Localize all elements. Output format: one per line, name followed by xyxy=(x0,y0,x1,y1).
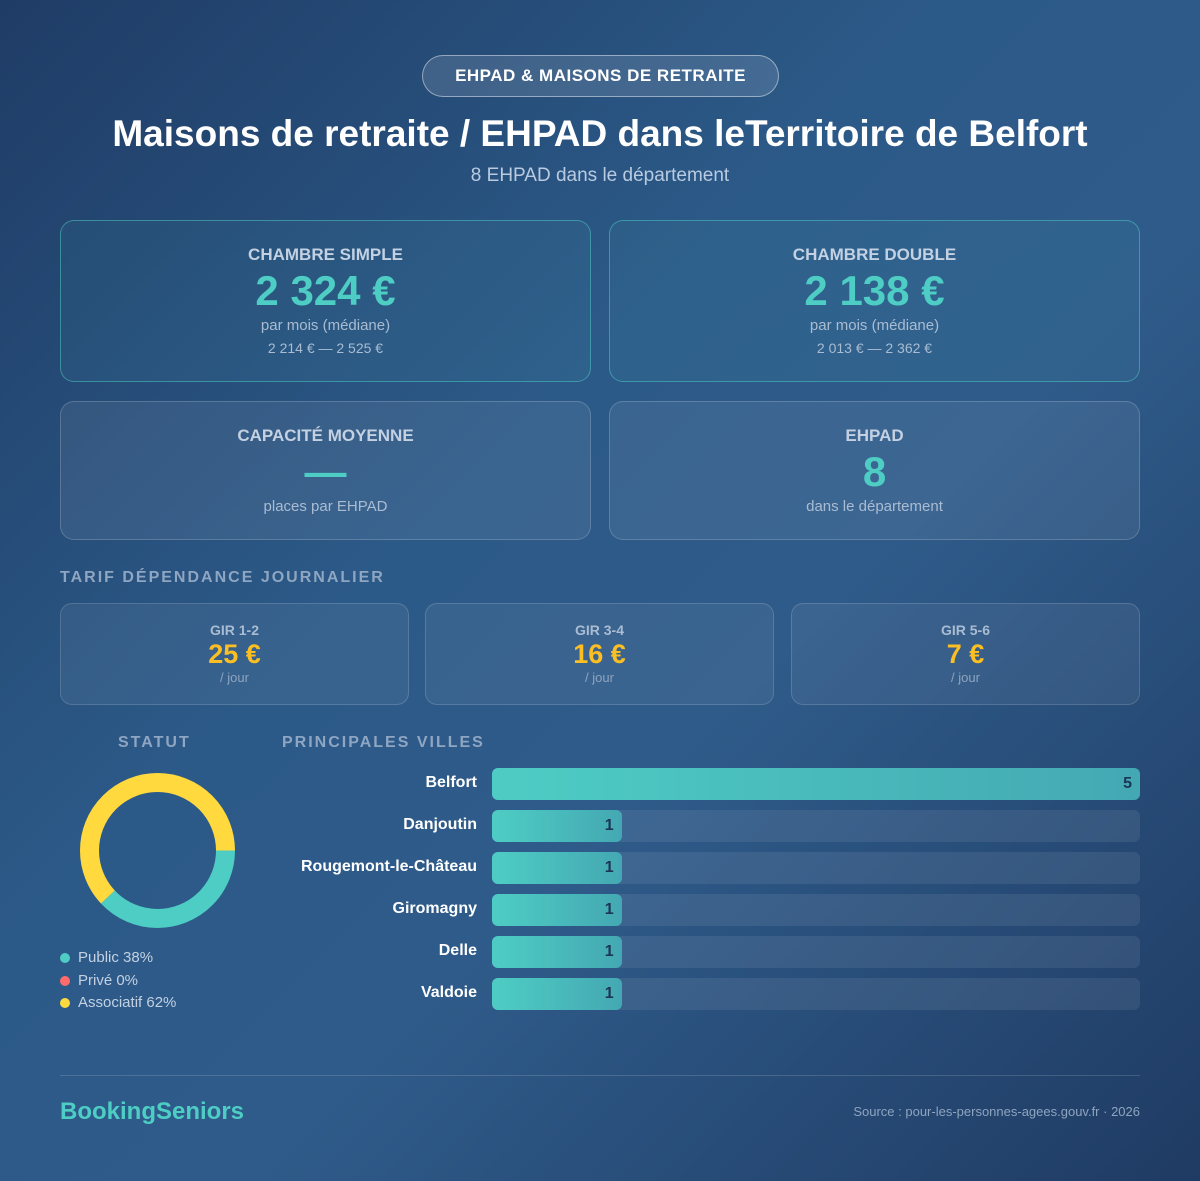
card-sub: par mois (médiane) xyxy=(809,317,940,334)
bar-value: 1 xyxy=(604,859,614,876)
bar: 1 xyxy=(492,852,622,884)
page-subtitle: 8 EHPAD dans le département xyxy=(470,165,730,186)
card-label: CHAMBRE DOUBLE xyxy=(792,245,957,264)
card-label: CHAMBRE SIMPLE xyxy=(248,245,403,264)
legend-item: Associatif 62% xyxy=(60,994,176,1011)
category-badge: EHPAD & MAISONS DE RETRAITE xyxy=(422,55,779,97)
legend-item: Public 38% xyxy=(60,949,153,966)
gir-unit: / jour xyxy=(220,670,249,685)
bar-value: 5 xyxy=(1123,775,1132,792)
bar-row: Danjoutin 1 xyxy=(280,810,1140,842)
card-sub: dans le département xyxy=(806,498,943,515)
gir-unit: / jour xyxy=(585,670,614,685)
bar-label: Belfort xyxy=(425,774,477,791)
bar-label: Giromagny xyxy=(392,900,477,917)
legend-dot xyxy=(60,975,70,986)
donut-slice xyxy=(80,773,235,928)
gir-value: 7 € xyxy=(946,639,985,669)
page-title: Maisons de retraite / EHPAD dans leTerri… xyxy=(112,113,1088,154)
bar-track: 1 xyxy=(492,852,1140,884)
statut-donut xyxy=(80,773,235,928)
legend-dot xyxy=(60,952,70,963)
gir-card: GIR 3-4 16 € / jour xyxy=(425,603,774,705)
legend-dot xyxy=(60,997,70,1008)
card-sub: par mois (médiane) xyxy=(260,317,391,334)
bar-value: 1 xyxy=(604,943,614,960)
bar: 1 xyxy=(492,894,622,926)
bar-track: 1 xyxy=(492,894,1140,926)
card-label: CAPACITÉ MOYENNE xyxy=(237,426,414,445)
bar-row: Rougemont-le-Château 1 xyxy=(280,852,1140,884)
card-chambre-double: CHAMBRE DOUBLE 2 138 € par mois (médiane… xyxy=(609,220,1140,382)
card-value: — xyxy=(304,448,347,495)
bar: 1 xyxy=(492,936,622,968)
gir-section-title: TARIF DÉPENDANCE JOURNALIER xyxy=(60,569,385,586)
bar-track: 5 xyxy=(492,768,1140,800)
gir-label: GIR 5-6 xyxy=(940,622,990,638)
card-chambre-simple: CHAMBRE SIMPLE 2 324 € par mois (médiane… xyxy=(60,220,591,382)
gir-label: GIR 1-2 xyxy=(209,622,259,638)
card-range: 2 013 € — 2 362 € xyxy=(816,340,933,356)
gir-unit: / jour xyxy=(951,670,980,685)
bar-value: 1 xyxy=(604,817,614,834)
card-range: 2 214 € — 2 525 € xyxy=(267,340,384,356)
legend-label: Public 38% xyxy=(78,949,154,966)
card-value: 8 xyxy=(862,448,887,495)
bar-label: Valdoie xyxy=(420,984,477,1001)
bar-row: Delle 1 xyxy=(280,936,1140,968)
bar-track: 1 xyxy=(492,978,1140,1010)
card-label: EHPAD xyxy=(845,426,904,445)
bar-track: 1 xyxy=(492,936,1140,968)
gir-card: GIR 5-6 7 € / jour xyxy=(791,603,1140,705)
legend-label: Associatif 62% xyxy=(78,994,177,1011)
gir-value: 16 € xyxy=(573,639,626,669)
bar: 1 xyxy=(492,810,622,842)
bar-row: Giromagny 1 xyxy=(280,894,1140,926)
card-value: 2 324 € xyxy=(255,267,396,314)
bar-row: Valdoie 1 xyxy=(280,978,1140,1010)
card-ehpad-count: EHPAD 8 dans le département xyxy=(609,401,1140,540)
card-sub: places par EHPAD xyxy=(263,498,388,515)
villes-title: PRINCIPALES VILLES xyxy=(282,734,485,751)
bar-value: 1 xyxy=(604,985,614,1002)
source-text: Source : pour-les-personnes-agees.gouv.f… xyxy=(853,1104,1140,1119)
bar-row: Belfort 5 xyxy=(280,768,1140,800)
gir-label: GIR 3-4 xyxy=(574,622,624,638)
bar-label: Danjoutin xyxy=(403,816,477,833)
legend-label: Privé 0% xyxy=(78,972,139,989)
footer-divider xyxy=(60,1075,1140,1076)
brand-logo: BookingSeniors xyxy=(60,1098,245,1125)
bar: 5 xyxy=(492,768,1140,800)
statut-title: STATUT xyxy=(118,734,191,751)
bar-track: 1 xyxy=(492,810,1140,842)
bar: 1 xyxy=(492,978,622,1010)
gir-value: 25 € xyxy=(208,639,261,669)
card-value: 2 138 € xyxy=(804,267,945,314)
bar-value: 1 xyxy=(604,901,614,918)
card-capacite: CAPACITÉ MOYENNE — places par EHPAD xyxy=(60,401,591,540)
legend-item: Privé 0% xyxy=(60,972,138,989)
gir-card: GIR 1-2 25 € / jour xyxy=(60,603,409,705)
bar-label: Delle xyxy=(438,942,477,959)
bar-label: Rougemont-le-Château xyxy=(301,858,477,875)
